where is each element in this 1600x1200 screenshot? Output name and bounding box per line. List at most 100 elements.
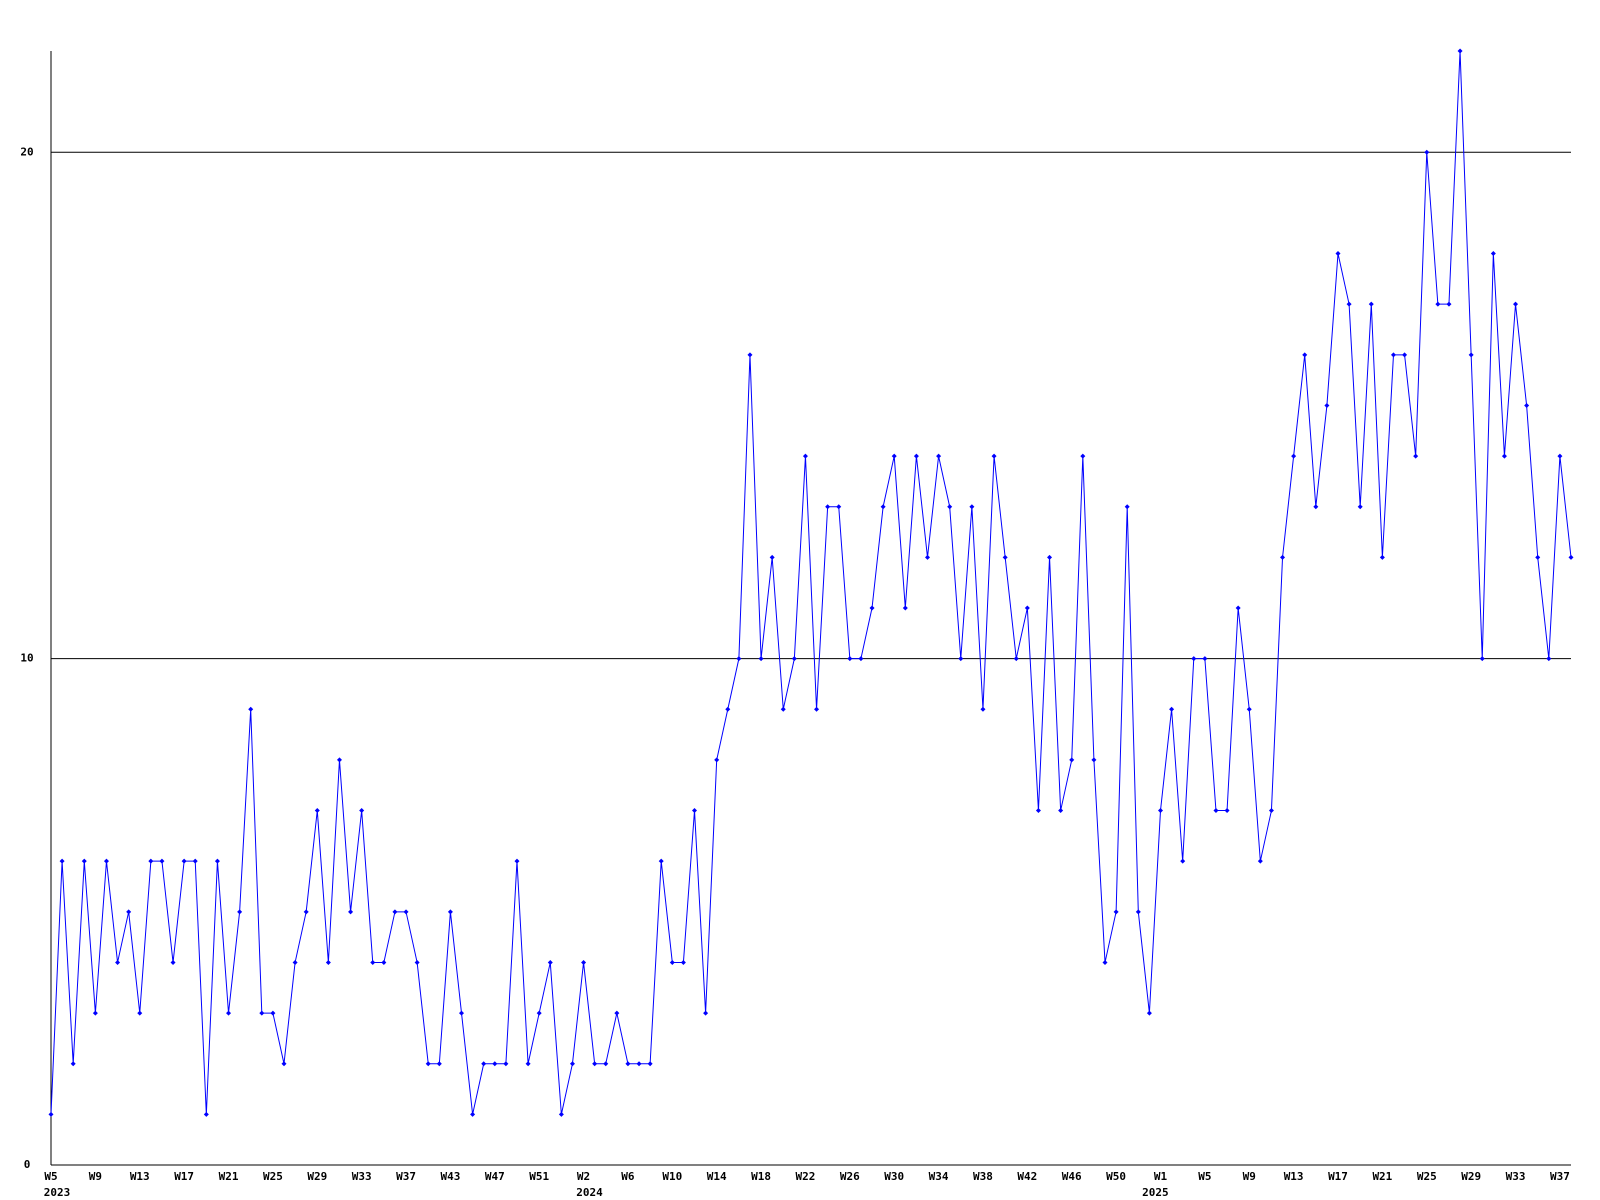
point — [1557, 453, 1563, 459]
x-tick-label: W13 — [1284, 1170, 1304, 1183]
point — [181, 858, 187, 864]
point — [192, 858, 198, 864]
line — [50, 50, 1572, 1115]
point — [503, 1061, 509, 1067]
point — [425, 1061, 431, 1067]
point — [802, 453, 808, 459]
point — [1402, 352, 1408, 358]
x-tick-label: W33 — [352, 1170, 372, 1183]
x-tick-label: W46 — [1062, 1170, 1082, 1183]
point — [459, 1010, 465, 1016]
point — [980, 706, 986, 712]
point — [1568, 554, 1574, 560]
year-label: 2025 — [1142, 1186, 1169, 1199]
x-tick-label: W37 — [396, 1170, 416, 1183]
point — [226, 1010, 232, 1016]
year-label: 2023 — [44, 1186, 71, 1199]
x-tick-label: W42 — [1017, 1170, 1037, 1183]
point — [1169, 706, 1175, 712]
point — [1213, 808, 1219, 814]
point — [336, 757, 342, 763]
point — [669, 959, 675, 965]
point — [1324, 402, 1330, 408]
point — [1390, 352, 1396, 358]
point — [558, 1111, 564, 1117]
point — [958, 656, 964, 662]
point — [1224, 808, 1230, 814]
point — [325, 959, 331, 965]
point — [1446, 301, 1452, 307]
point — [625, 1061, 631, 1067]
point — [214, 858, 220, 864]
point — [780, 706, 786, 712]
point — [1513, 301, 1519, 307]
x-tick-label: W29 — [1461, 1170, 1481, 1183]
x-tick-label: W26 — [840, 1170, 860, 1183]
point — [847, 656, 853, 662]
point — [1379, 554, 1385, 560]
point — [1413, 453, 1419, 459]
point — [303, 909, 309, 915]
point — [1102, 959, 1108, 965]
x-tick-label: W17 — [1328, 1170, 1348, 1183]
point — [991, 453, 997, 459]
point — [703, 1010, 709, 1016]
point — [1546, 656, 1552, 662]
point — [1047, 554, 1053, 560]
point — [436, 1061, 442, 1067]
point — [1468, 352, 1474, 358]
point — [203, 1111, 209, 1117]
point — [647, 1061, 653, 1067]
point — [1268, 808, 1274, 814]
point — [370, 959, 376, 965]
point — [92, 1010, 98, 1016]
point — [381, 959, 387, 965]
point — [148, 858, 154, 864]
point — [581, 959, 587, 965]
point — [359, 808, 365, 814]
x-tick-label: W25 — [263, 1170, 283, 1183]
point — [1180, 858, 1186, 864]
point — [836, 504, 842, 510]
point — [714, 757, 720, 763]
x-tick-label: W18 — [751, 1170, 771, 1183]
point — [1435, 301, 1441, 307]
point — [237, 909, 243, 915]
point — [636, 1061, 642, 1067]
point — [1257, 858, 1263, 864]
point — [680, 959, 686, 965]
point — [547, 959, 553, 965]
x-tick-label: W33 — [1506, 1170, 1526, 1183]
point — [769, 554, 775, 560]
point — [81, 858, 87, 864]
x-tick-label: W17 — [174, 1170, 194, 1183]
x-tick-label: W13 — [130, 1170, 150, 1183]
point — [103, 858, 109, 864]
point — [592, 1061, 598, 1067]
point — [869, 605, 875, 611]
point — [1113, 909, 1119, 915]
point — [1490, 251, 1496, 257]
point — [403, 909, 409, 915]
point — [137, 1010, 143, 1016]
x-tick-label: W10 — [662, 1170, 682, 1183]
point — [1335, 251, 1341, 257]
point — [1013, 656, 1019, 662]
point — [947, 504, 953, 510]
point — [658, 858, 664, 864]
y-tick-label: 10 — [20, 652, 33, 665]
x-tick-label: W22 — [796, 1170, 816, 1183]
x-tick-label: W29 — [307, 1170, 327, 1183]
point — [248, 706, 254, 712]
x-tick-label: W5 — [1198, 1170, 1211, 1183]
x-tick-label: W38 — [973, 1170, 993, 1183]
point — [692, 808, 698, 814]
point — [902, 605, 908, 611]
point — [514, 858, 520, 864]
point — [414, 959, 420, 965]
point — [1302, 352, 1308, 358]
point — [292, 959, 298, 965]
point — [1146, 1010, 1152, 1016]
x-tick-label: W37 — [1550, 1170, 1570, 1183]
